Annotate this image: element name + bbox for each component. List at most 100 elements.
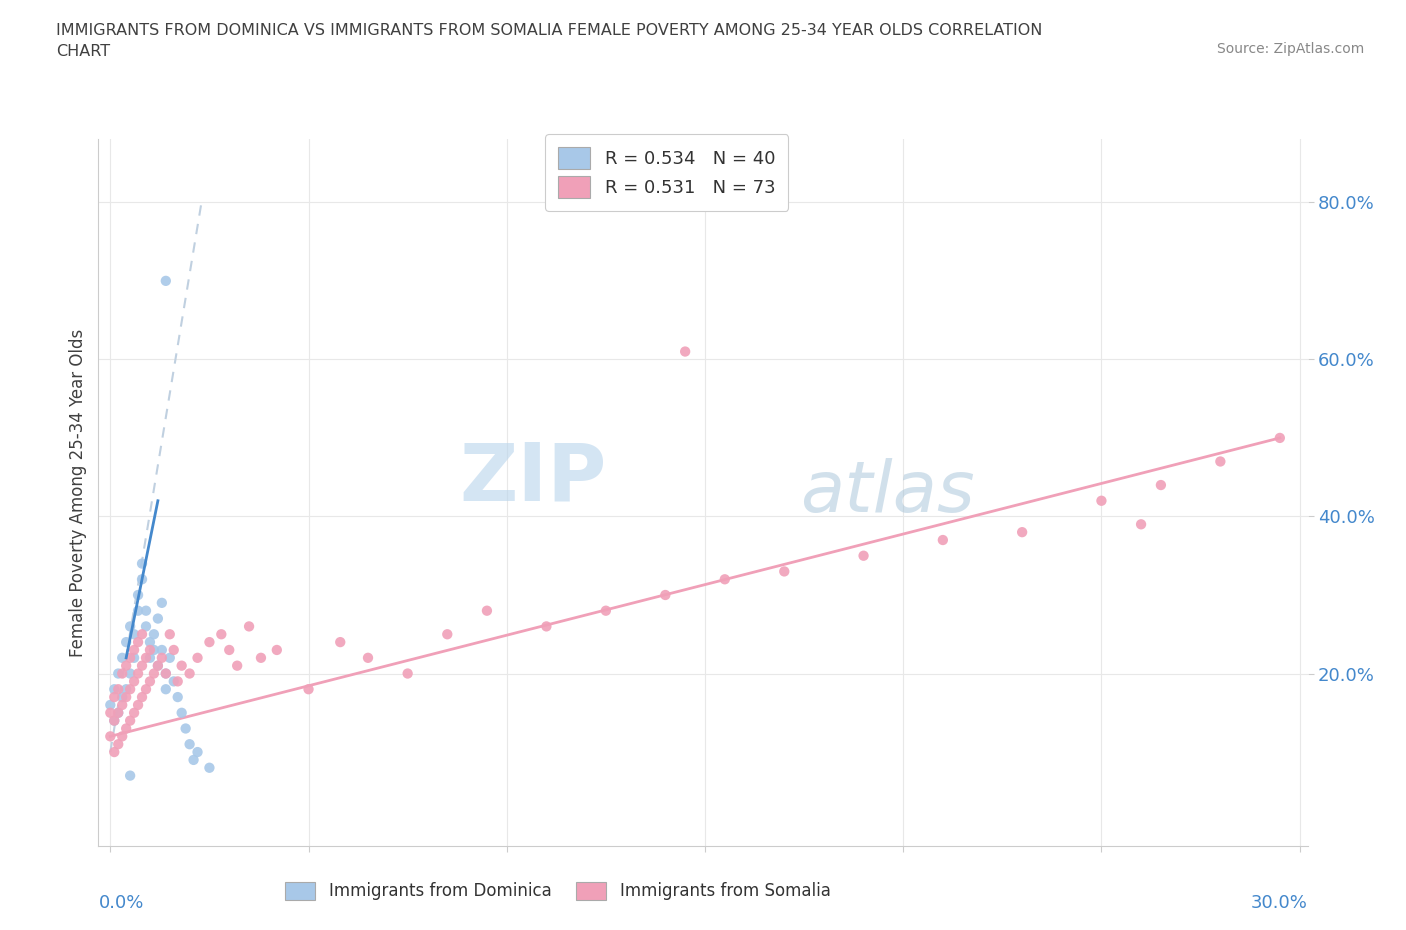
- Point: [107, 666, 129, 681]
- Point: [174, 721, 197, 736]
- Point: [122, 674, 145, 689]
- Point: [120, 650, 142, 665]
- Point: [139, 634, 162, 649]
- Point: [226, 658, 249, 673]
- Point: [1268, 431, 1291, 445]
- Point: [127, 604, 149, 618]
- Point: [127, 588, 149, 603]
- Point: [150, 650, 173, 665]
- Point: [186, 650, 208, 665]
- Text: ZIP: ZIP: [458, 440, 606, 518]
- Point: [166, 690, 188, 705]
- Point: [111, 690, 134, 705]
- Point: [773, 564, 796, 578]
- Point: [122, 705, 145, 720]
- Point: [852, 549, 875, 564]
- Point: [159, 627, 181, 642]
- Point: [127, 634, 149, 649]
- Point: [111, 666, 134, 681]
- Point: [436, 627, 458, 642]
- Point: [131, 556, 153, 571]
- Point: [103, 682, 125, 697]
- Point: [103, 713, 125, 728]
- Point: [1130, 517, 1153, 532]
- Point: [103, 690, 125, 705]
- Point: [98, 705, 121, 720]
- Point: [155, 273, 177, 288]
- Point: [186, 745, 208, 760]
- Point: [146, 658, 169, 673]
- Point: [120, 713, 142, 728]
- Text: 30.0%: 30.0%: [1251, 895, 1308, 912]
- Point: [179, 666, 201, 681]
- Point: [98, 729, 121, 744]
- Point: [142, 666, 165, 681]
- Point: [115, 658, 138, 673]
- Point: [131, 572, 153, 587]
- Point: [1150, 478, 1173, 493]
- Point: [122, 627, 145, 642]
- Point: [329, 634, 352, 649]
- Point: [127, 698, 149, 712]
- Point: [139, 650, 162, 665]
- Point: [155, 682, 177, 697]
- Point: [122, 650, 145, 665]
- Point: [396, 666, 419, 681]
- Legend: Immigrants from Dominica, Immigrants from Somalia: Immigrants from Dominica, Immigrants fro…: [277, 873, 839, 909]
- Point: [120, 666, 142, 681]
- Point: [163, 674, 186, 689]
- Point: [135, 619, 157, 634]
- Point: [218, 643, 240, 658]
- Point: [139, 643, 162, 658]
- Point: [135, 604, 157, 618]
- Point: [107, 705, 129, 720]
- Point: [170, 658, 193, 673]
- Point: [155, 666, 177, 681]
- Point: [146, 658, 169, 673]
- Point: [238, 619, 260, 634]
- Text: CHART: CHART: [56, 44, 110, 59]
- Point: [198, 634, 221, 649]
- Point: [107, 705, 129, 720]
- Point: [654, 588, 676, 603]
- Point: [142, 627, 165, 642]
- Point: [115, 682, 138, 697]
- Point: [127, 666, 149, 681]
- Point: [159, 650, 181, 665]
- Point: [266, 643, 288, 658]
- Point: [673, 344, 696, 359]
- Point: [183, 752, 205, 767]
- Point: [1011, 525, 1033, 539]
- Point: [595, 604, 617, 618]
- Point: [135, 682, 157, 697]
- Point: [179, 737, 201, 751]
- Point: [103, 713, 125, 728]
- Point: [115, 634, 138, 649]
- Point: [115, 721, 138, 736]
- Point: [131, 627, 153, 642]
- Point: [107, 682, 129, 697]
- Point: [714, 572, 737, 587]
- Point: [297, 682, 319, 697]
- Point: [150, 595, 173, 610]
- Point: [131, 658, 153, 673]
- Point: [150, 643, 173, 658]
- Point: [250, 650, 273, 665]
- Point: [166, 674, 188, 689]
- Point: [357, 650, 380, 665]
- Point: [122, 643, 145, 658]
- Point: [932, 533, 955, 548]
- Text: IMMIGRANTS FROM DOMINICA VS IMMIGRANTS FROM SOMALIA FEMALE POVERTY AMONG 25-34 Y: IMMIGRANTS FROM DOMINICA VS IMMIGRANTS F…: [56, 23, 1043, 38]
- Point: [135, 650, 157, 665]
- Point: [198, 761, 221, 776]
- Point: [111, 729, 134, 744]
- Point: [1209, 454, 1232, 469]
- Point: [98, 698, 121, 712]
- Point: [170, 705, 193, 720]
- Text: 0.0%: 0.0%: [98, 895, 143, 912]
- Point: [120, 682, 142, 697]
- Point: [155, 666, 177, 681]
- Point: [103, 745, 125, 760]
- Point: [111, 698, 134, 712]
- Point: [111, 650, 134, 665]
